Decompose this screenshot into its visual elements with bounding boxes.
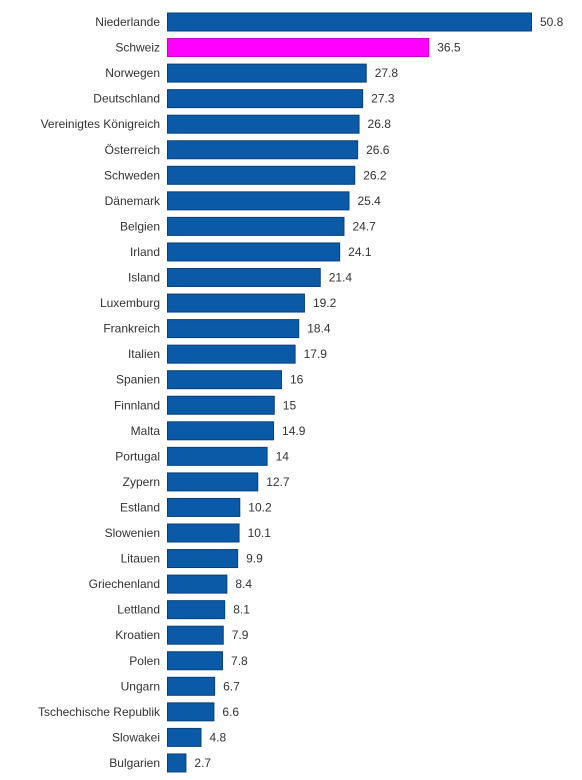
value-label: 18.4: [307, 322, 331, 336]
bar: [167, 421, 275, 441]
bars: [167, 12, 532, 773]
value-label: 16: [290, 373, 304, 387]
category-label: Norwegen: [105, 66, 160, 80]
category-label: Kroatien: [115, 628, 160, 642]
category-label: Island: [128, 271, 160, 285]
value-label: 36.5: [437, 41, 461, 55]
bar: [167, 242, 341, 262]
bar: [167, 216, 345, 236]
bar: [167, 446, 268, 466]
category-label: Österreich: [105, 143, 160, 157]
category-label: Finnland: [114, 398, 160, 412]
value-label: 25.4: [358, 194, 382, 208]
category-label: Tschechische Republik: [38, 705, 161, 719]
category-label: Niederlande: [95, 15, 160, 29]
value-label: 8.4: [235, 577, 252, 591]
value-labels: 50.8 36.5 27.8 27.3 26.8 26.6 26.2 25.4 24.7 24.1…: [194, 15, 563, 770]
category-label: Polen: [129, 654, 160, 668]
value-label: 14: [276, 449, 290, 463]
bar: [167, 549, 239, 569]
category-labels: Niederlande Schweiz Norwegen Deutschland Ver…: [38, 15, 161, 770]
category-label: Vereinigtes Königreich: [41, 117, 160, 131]
bar: [167, 753, 187, 773]
bar: [167, 114, 360, 134]
bar: [167, 676, 216, 696]
bar: [167, 574, 228, 594]
category-label: Malta: [131, 424, 161, 438]
value-label: 19.2: [313, 296, 337, 310]
value-label: 27.8: [375, 66, 399, 80]
bar: [167, 497, 241, 517]
category-label: Frankreich: [103, 322, 160, 336]
category-label: Italien: [128, 347, 160, 361]
category-label: Schweden: [104, 168, 160, 182]
value-label: 8.1: [233, 603, 250, 617]
category-label: Bulgarien: [109, 756, 160, 770]
value-label: 2.7: [194, 756, 211, 770]
category-label: Litauen: [121, 552, 160, 566]
bar: [167, 600, 226, 620]
value-label: 15: [283, 398, 297, 412]
bar: [167, 344, 296, 364]
bar: [167, 702, 215, 722]
bar: [167, 140, 359, 160]
bar: [167, 651, 224, 671]
bar: [167, 268, 321, 287]
category-label: Spanien: [116, 373, 160, 387]
value-label: 50.8: [540, 15, 564, 29]
value-label: 26.2: [363, 168, 387, 182]
category-label: Portugal: [115, 449, 160, 463]
bar-highlight: [167, 38, 430, 58]
bar: [167, 523, 240, 543]
bar: [167, 165, 356, 185]
category-label: Slowakei: [112, 730, 160, 744]
category-label: Belgien: [120, 219, 160, 233]
value-label: 10.2: [248, 500, 272, 514]
category-label: Dänemark: [105, 194, 161, 208]
bar: [167, 319, 300, 339]
bar: [167, 395, 275, 415]
category-label: Irland: [130, 245, 160, 259]
category-label: Zypern: [123, 475, 160, 489]
bar: [167, 370, 282, 390]
value-label: 24.7: [352, 219, 376, 233]
value-label: 17.9: [304, 347, 328, 361]
value-label: 14.9: [282, 424, 306, 438]
value-label: 21.4: [329, 271, 353, 285]
category-label: Deutschland: [93, 92, 160, 106]
category-label: Griechenland: [89, 577, 160, 591]
value-label: 6.7: [223, 679, 240, 693]
bar: [167, 625, 224, 645]
value-label: 12.7: [266, 475, 290, 489]
bar: [167, 727, 202, 747]
category-label: Luxemburg: [100, 296, 160, 310]
category-label: Schweiz: [115, 41, 160, 55]
value-label: 6.6: [222, 705, 239, 719]
category-label: Lettland: [117, 603, 160, 617]
value-label: 7.8: [231, 654, 248, 668]
value-label: 24.1: [348, 245, 372, 259]
value-label: 27.3: [371, 92, 395, 106]
bar: [167, 12, 532, 32]
value-label: 7.9: [232, 628, 249, 642]
value-label: 10.1: [248, 526, 272, 540]
value-label: 26.6: [366, 143, 390, 157]
value-label: 9.9: [246, 552, 263, 566]
category-label: Ungarn: [121, 679, 160, 693]
value-label: 4.8: [209, 730, 226, 744]
bar: [167, 293, 305, 313]
category-label: Estland: [120, 500, 160, 514]
bar: [167, 191, 350, 211]
category-label: Slowenien: [105, 526, 160, 540]
value-label: 26.8: [368, 117, 392, 131]
bar: [167, 89, 364, 109]
bar: [167, 63, 367, 83]
bar: [167, 472, 259, 492]
